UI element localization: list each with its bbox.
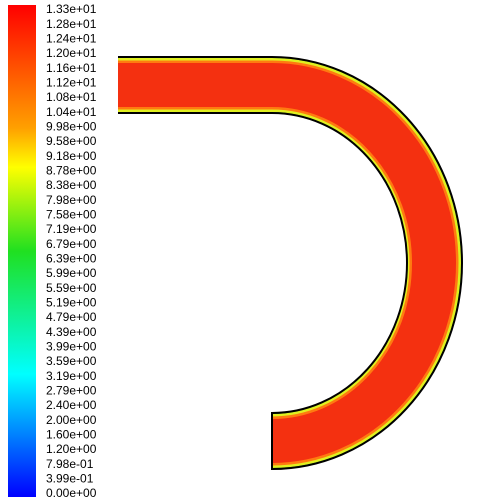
colorbar-label: 1.24e+01	[46, 32, 97, 46]
colorbar-label: 1.20e+00	[46, 442, 97, 456]
colorbar-label: 6.39e+00	[46, 252, 97, 266]
colorbar-label: 2.40e+00	[46, 398, 97, 412]
colorbar-label: 7.58e+00	[46, 208, 97, 222]
colorbar-label: 3.19e+00	[46, 369, 97, 383]
colorbar-label: 3.59e+00	[46, 354, 97, 368]
colorbar-label: 1.60e+00	[46, 428, 97, 442]
colorbar-label: 1.16e+01	[46, 61, 97, 75]
colorbar-label: 9.98e+00	[46, 120, 97, 134]
colorbar-label: 1.20e+01	[46, 46, 97, 60]
colorbar-label: 1.28e+01	[46, 17, 97, 31]
colorbar-label: 7.19e+00	[46, 222, 97, 236]
colorbar-label: 1.08e+01	[46, 90, 97, 104]
colorbar-label: 5.59e+00	[46, 281, 97, 295]
colorbar-label: 4.39e+00	[46, 325, 97, 339]
colorbar-label: 5.99e+00	[46, 266, 97, 280]
pipe-outline	[118, 56, 463, 471]
colorbar-label: 2.00e+00	[46, 413, 97, 427]
colorbar-label: 2.79e+00	[46, 384, 97, 398]
colorbar-label: 1.33e+01	[46, 2, 97, 16]
colorbar-label: 8.78e+00	[46, 164, 97, 178]
colorbar-label: 9.18e+00	[46, 149, 97, 163]
colorbar-label: 1.12e+01	[46, 76, 97, 90]
colorbar-labels: 1.33e+011.28e+011.24e+011.20e+011.16e+01…	[46, 2, 97, 500]
colorbar-label: 5.19e+00	[46, 296, 97, 310]
pipe-contour	[118, 57, 462, 469]
colorbar-label: 3.99e-01	[46, 472, 94, 486]
colorbar-label: 7.98e-01	[46, 457, 94, 471]
colorbar-label: 3.99e+00	[46, 340, 97, 354]
colorbar-label: 7.98e+00	[46, 193, 97, 207]
colorbar-label: 0.00e+00	[46, 486, 97, 500]
colorbar	[8, 5, 36, 497]
colorbar-label: 4.79e+00	[46, 310, 97, 324]
colorbar-label: 9.58e+00	[46, 134, 97, 148]
colorbar-label: 1.04e+01	[46, 105, 97, 119]
colorbar-label: 6.79e+00	[46, 237, 97, 251]
colorbar-label: 8.38e+00	[46, 178, 97, 192]
